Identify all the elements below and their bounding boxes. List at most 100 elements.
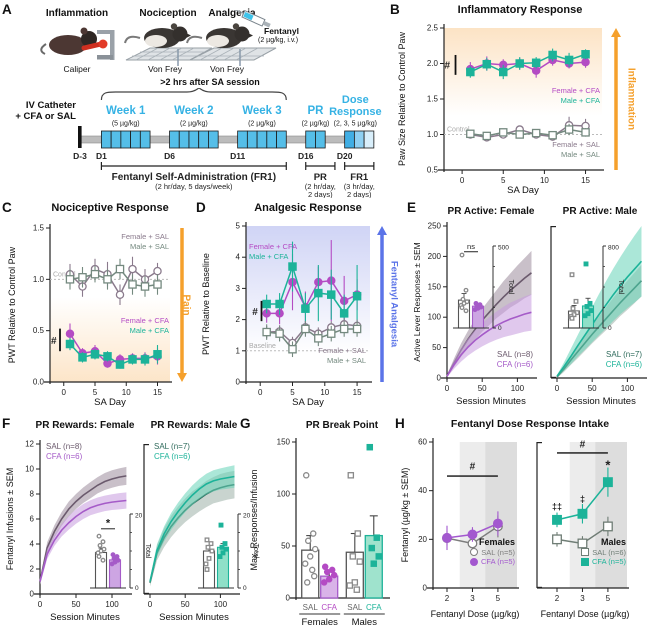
chart-text: D-3 [73,151,87,161]
chart-text: 15 [581,176,590,185]
chart-text: D6 [164,151,175,161]
chart-text: SAL [347,603,363,612]
chart-text: Control [447,127,470,134]
chart-text: 5 [606,594,611,603]
chart-text: 5 [93,388,98,397]
legend-f-female: SAL (n=8) CFA (n=6) [46,442,82,462]
procedure-title-inflammation: Inflammation [45,8,109,19]
chart-text: 10 [122,388,131,397]
fentanyl-dose-label: (2 µg/kg, i.v.) [258,37,299,44]
chart-title-d: Analgesic Response [254,202,362,214]
legend-item: CFA (n=6) [496,360,533,369]
chart-text: 100 [105,600,119,609]
open-circle-marker-icon [470,548,479,557]
chart-text: Week 3 [242,105,281,117]
pr-rewards-female-total-inset: 20 0 Total * [90,513,151,592]
chart-text: CFA [366,603,382,612]
legend-item: Female + CFA [120,316,169,325]
chart-text: Response [329,106,382,118]
legend-b-cfa: Female + CFA Male + CFA [552,86,600,105]
chart-text: 4 [236,253,241,262]
legend-group-males: Males [600,537,626,547]
pr-active-male-total-inset: 800 0 Total [563,245,624,332]
chart-text: 50 [432,343,441,352]
chart-text: ‡‡ [552,501,562,511]
chart-text: (2 hr/day, [305,182,336,191]
panel-label-c: C [2,200,12,215]
chart-text: 2 [555,594,560,603]
legend-item: CFA (n=6) [605,360,642,369]
legend-item: SAL (n=7) [606,350,642,359]
chart-text: (2 µg/kg) [248,121,276,128]
panel-g-pr-break-point: G PR Break Point Max. Responses/Infusion… [240,416,396,628]
chart-text: 40 [418,486,427,495]
chart-title-b: Inflammatory Response [457,4,583,16]
chart-text: 1 [236,346,241,355]
panel-f-pr-rewards: F PR Rewards: Female PR Rewards: Male Fe… [2,416,259,628]
rat-syringe-icon [186,10,277,66]
chart-text: 10 [320,388,329,397]
chart-text: Week 1 [106,105,146,117]
pain-arrow-label: Pain [180,294,192,316]
iv-catheter-line1: IV Catheter [25,100,76,111]
chart-text: 200 [428,252,442,261]
chart-text: 0.0 [33,378,45,387]
chart-title-e-male: PR Active: Male [562,206,638,217]
x-axis-label-e-female: Session Minutes [456,396,526,407]
chart-text: 15 [153,388,162,397]
legend-item: Female + SAL [552,140,600,149]
chart-text: 4 [30,540,35,549]
chart-text: 0 [423,584,428,593]
chart-text: 0 [135,585,139,592]
chart-text: Control [53,271,76,278]
legend-e-male: SAL (n=7) CFA (n=6) [606,350,642,370]
open-square-marker-icon [581,548,590,557]
panel-label-g: G [240,416,251,431]
panel-c-nociceptive-response: C Nociceptive Response PWT Relative to C… [2,200,195,416]
legend-item: Male + SAL [561,149,600,159]
chart-text: 100 [277,490,291,499]
chart-text: 8 [30,490,35,499]
chart-title-f-female: PR Rewards: Female [35,420,135,431]
panel-d-analgesic-response: D Analgesic Response PWT Relative to Bas… [196,200,408,416]
chart-text: 1.0 [427,130,439,139]
chart-text: 2 days) [347,190,372,198]
chart-text: 20 [418,535,427,544]
procedure-caption-vonfrey-2: Von Frey [209,64,245,74]
panel-h-dose-response: H Fentanyl Dose Response Intake Fentanyl… [395,416,650,628]
legend-item: CFA (n=6) [154,452,191,461]
legend-item: SAL (n=8) [46,442,82,451]
legend-row: CFA (n=5) [581,557,626,567]
panel-label-b: B [390,2,400,17]
iv-catheter-label: IV Catheter + CFA or SAL [4,100,76,122]
pr-rewards-female-chart: 0 50 100 0 2 4 6 8 10 12 [25,440,132,609]
legend-item: Female + CFA [551,86,600,95]
chart-text: D11 [230,151,245,161]
chart-text: 5 [496,594,501,603]
chart-text: 0 [608,325,612,332]
chart-text: 50 [588,384,597,393]
chart-text: D16 [298,151,314,161]
chart-text: 250 [428,222,442,231]
legend-item: Male + SAL [327,355,366,365]
chart-text: 1.5 [33,224,45,233]
panel-label-a: A [2,2,12,17]
chart-text: 2 [30,565,35,574]
chart-text: (2 µg/kg) [180,121,208,128]
chart-text: Baseline [249,343,276,350]
chart-text: 50 [478,384,487,393]
chart-text: 150 [428,282,442,291]
x-axis-label-f-male: Session Minutes [159,612,229,623]
chart-text: 1.5 [427,95,439,104]
filled-square-marker-icon [581,557,590,566]
legend-e-female: SAL (n=8) CFA (n=6) [497,350,533,370]
chart-text: * [605,457,611,472]
chart-text: 0 [38,600,43,609]
chart-text: 100 [214,600,228,609]
chart-text: 20 [243,513,251,520]
panel-label-f: F [2,416,11,431]
chart-text: Fentanyl Self-Administration (FR1) [112,172,276,183]
legend-row: SAL (n=6) [581,548,626,558]
panel-e-pr-active: E PR Active: Female PR Active: Male Acti… [407,200,650,416]
